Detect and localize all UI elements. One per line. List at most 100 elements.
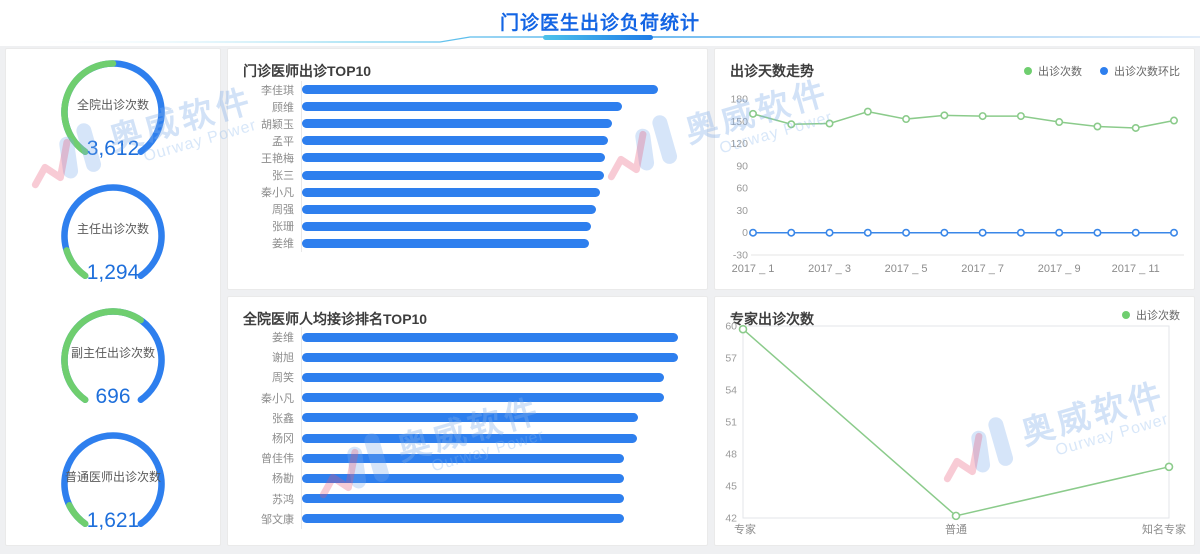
x-tick-label: 2017 _ 11: [1112, 263, 1160, 275]
bar[interactable]: [302, 514, 624, 524]
expert-chart-legend: 出诊次数: [1122, 307, 1180, 323]
data-point[interactable]: [1131, 123, 1140, 132]
bar-track: [301, 200, 693, 218]
y-tick-label: 150: [730, 116, 748, 128]
bar-track: [301, 448, 693, 469]
data-point[interactable]: [940, 228, 949, 237]
bar-label: 杨冈: [272, 433, 294, 446]
data-point[interactable]: [748, 228, 757, 237]
bar[interactable]: [302, 332, 678, 342]
data-point[interactable]: [863, 107, 872, 116]
panel-summary-gauges: 全院出诊次数 3,612 主任出诊次数 1,294 副主任出诊次数 696 普通医师出诊次数…: [5, 48, 221, 546]
data-point[interactable]: [1164, 462, 1174, 472]
bar-row: 李佳琪: [242, 81, 693, 99]
bar[interactable]: [302, 413, 639, 423]
header-divider-decoration: [0, 35, 1200, 43]
bar[interactable]: [302, 352, 678, 362]
data-point[interactable]: [1055, 118, 1064, 127]
legend-item-visits[interactable]: 出诊次数: [1024, 63, 1082, 79]
bar-track: [301, 115, 693, 133]
bar-label: 苏鸿: [272, 493, 294, 506]
legend-item-visits-mom[interactable]: 出诊次数环比: [1100, 63, 1180, 79]
data-point[interactable]: [787, 120, 796, 129]
data-point[interactable]: [1093, 122, 1102, 131]
bar-track: [301, 234, 693, 252]
legend-item-expert-visits[interactable]: 出诊次数: [1122, 307, 1180, 323]
bar-track: [301, 367, 693, 388]
bar-row: 顾维: [242, 98, 693, 116]
gauge-全院出诊次数[interactable]: 全院出诊次数 3,612: [6, 49, 220, 173]
bar-track: [301, 149, 693, 167]
data-point[interactable]: [1016, 112, 1025, 121]
data-point[interactable]: [951, 511, 961, 521]
bar-chart-avg-reception: 姜维 谢旭 周笑 秦小凡 张鑫 杨冈 曾佳伟 杨勘 苏鸿 邹文康: [242, 327, 693, 529]
data-point[interactable]: [1055, 228, 1064, 237]
bar[interactable]: [302, 102, 623, 112]
gauge-普通医师出诊次数[interactable]: 普通医师出诊次数 1,621: [6, 421, 220, 545]
panel-title-visit-days-trend: 出诊天数走势: [730, 63, 814, 79]
bar-track: [301, 217, 693, 235]
bar[interactable]: [302, 494, 624, 504]
y-tick-label: 60: [736, 183, 748, 195]
gauge-label: 普通医师出诊次数: [64, 470, 161, 484]
data-point[interactable]: [825, 119, 834, 128]
bar-label: 李佳琪: [261, 84, 294, 97]
y-tick-label: 180: [730, 94, 748, 106]
bar-row: 邹文康: [242, 508, 693, 529]
bar[interactable]: [302, 453, 624, 463]
data-point[interactable]: [738, 324, 748, 334]
bar[interactable]: [302, 393, 665, 403]
bar[interactable]: [302, 238, 589, 248]
panel-expert-visits: 专家出诊次数 出诊次数 60 57 54 51 48 45 42 专家 普通 知名专家: [714, 296, 1195, 546]
gauge-list: 全院出诊次数 3,612 主任出诊次数 1,294 副主任出诊次数 696 普通医师出诊次数…: [6, 49, 220, 545]
bar[interactable]: [302, 187, 600, 197]
bar-track: [301, 387, 693, 408]
data-point[interactable]: [902, 228, 911, 237]
bar-row: 张鑫: [242, 407, 693, 428]
bar[interactable]: [302, 372, 665, 382]
y-tick-label: 60: [725, 321, 737, 333]
gauge-主任出诊次数[interactable]: 主任出诊次数 1,294: [6, 173, 220, 297]
bar[interactable]: [302, 85, 658, 95]
bar-row: 周强: [242, 200, 693, 218]
x-tick-label: 2017 _ 9: [1038, 263, 1081, 275]
bar-track: [301, 347, 693, 368]
x-tick-label: 普通: [945, 522, 967, 536]
trend-chart-legend: 出诊次数 出诊次数环比: [1024, 63, 1180, 79]
gauge-副主任出诊次数[interactable]: 副主任出诊次数 696: [6, 297, 220, 421]
data-point[interactable]: [825, 228, 834, 237]
bar[interactable]: [302, 221, 592, 231]
data-point[interactable]: [978, 228, 987, 237]
legend-dot-blue-icon: [1100, 67, 1108, 75]
gauge-label: 主任出诊次数: [76, 222, 149, 236]
bar-row: 姜维: [242, 327, 693, 348]
data-point[interactable]: [1169, 116, 1178, 125]
bar[interactable]: [302, 170, 604, 180]
x-tick-label: 知名专家: [1142, 522, 1186, 536]
data-point[interactable]: [978, 112, 987, 121]
data-point[interactable]: [1169, 228, 1178, 237]
data-point[interactable]: [748, 109, 757, 118]
x-tick-label: 专家: [734, 522, 756, 536]
bar[interactable]: [302, 136, 609, 146]
data-point[interactable]: [787, 228, 796, 237]
bar-track: [301, 508, 693, 529]
data-point[interactable]: [863, 228, 872, 237]
y-tick-label: 90: [736, 160, 748, 172]
bar[interactable]: [302, 119, 612, 129]
y-tick-label: 0: [742, 227, 748, 239]
bar[interactable]: [302, 473, 624, 483]
data-point[interactable]: [1131, 228, 1140, 237]
bar[interactable]: [302, 433, 638, 443]
data-point[interactable]: [902, 115, 911, 124]
y-tick-label: 48: [725, 449, 737, 461]
bar[interactable]: [302, 153, 605, 163]
series-line: [742, 328, 1170, 517]
data-point[interactable]: [1016, 228, 1025, 237]
data-point[interactable]: [940, 111, 949, 120]
bar[interactable]: [302, 204, 597, 214]
data-point[interactable]: [1093, 228, 1102, 237]
gauge-value: 696: [95, 385, 131, 408]
